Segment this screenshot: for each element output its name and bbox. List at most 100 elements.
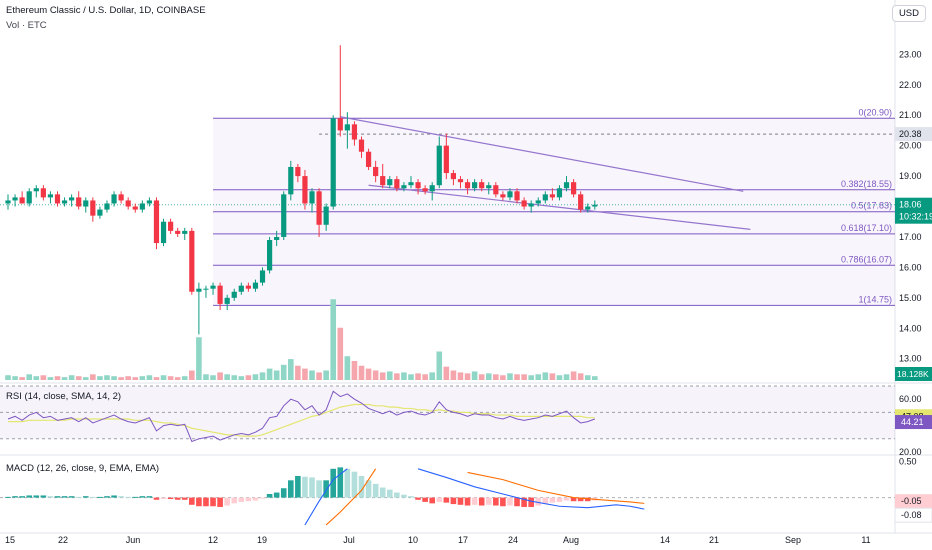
- macd-histogram-bar: [344, 468, 351, 498]
- macd-histogram-bar: [584, 497, 591, 502]
- currency-button[interactable]: USD: [891, 5, 926, 22]
- candle-body: [26, 191, 32, 204]
- candle-body: [245, 285, 251, 289]
- time-tick-label: 14: [660, 535, 670, 545]
- macd-histogram-bar: [358, 476, 365, 498]
- volume-bar: [47, 377, 54, 380]
- macd-histogram-bar: [386, 489, 393, 498]
- macd-histogram-bar: [528, 497, 534, 507]
- candle-body: [387, 179, 393, 186]
- macd-badge: [895, 494, 932, 509]
- macd-histogram-bar: [436, 497, 443, 502]
- macd-histogram-bar: [464, 497, 471, 506]
- time-tick-label: 17: [458, 535, 468, 545]
- candle-body: [394, 179, 400, 189]
- candle-body: [5, 200, 11, 204]
- volume-bar: [344, 356, 351, 380]
- volume-bar: [40, 375, 47, 380]
- candle-body: [125, 200, 131, 207]
- candle-body: [111, 194, 117, 204]
- volume-bar: [273, 370, 280, 380]
- volume-bar: [386, 371, 393, 380]
- volume-bar: [5, 375, 11, 380]
- macd-histogram-bar: [330, 468, 337, 498]
- fib-level-label: 0(20.90): [858, 107, 892, 117]
- last-price-value: 18.06: [899, 200, 922, 210]
- macd-histogram-bar: [238, 497, 245, 502]
- volume-bar: [563, 374, 570, 380]
- macd-histogram-bar: [457, 497, 464, 505]
- macd-histogram-bar: [379, 487, 386, 498]
- macd-histogram-bar: [323, 480, 329, 498]
- candle-body: [535, 200, 541, 204]
- macd-histogram-bar: [266, 494, 273, 498]
- volume-bar: [507, 373, 513, 380]
- candle-body: [146, 200, 152, 204]
- macd-histogram-bar: [365, 480, 372, 498]
- macd-histogram-bar: [75, 496, 82, 498]
- macd-histogram-bar: [97, 496, 103, 498]
- price-tick-label: 15.00: [899, 293, 922, 303]
- rsi-ma-line: [8, 403, 595, 437]
- symbol-title[interactable]: Ethereum Classic / U.S. Dollar, 1D, COIN…: [6, 5, 206, 16]
- volume-badge: [895, 367, 932, 381]
- candle-body: [61, 200, 68, 204]
- volume-bar: [535, 374, 542, 380]
- candle-body: [436, 145, 442, 186]
- volume-bar: [493, 374, 499, 380]
- time-tick-label: Jun: [126, 535, 141, 545]
- volume-bar: [372, 370, 379, 380]
- macd-histogram-bar: [68, 496, 75, 498]
- macd-histogram-bar: [104, 496, 110, 498]
- candle-body: [281, 194, 287, 237]
- candle-body: [33, 188, 39, 192]
- candle-body: [252, 282, 259, 289]
- candle-body: [408, 182, 414, 186]
- time-tick-label: Jul: [343, 535, 355, 545]
- candle-body: [189, 230, 195, 292]
- candle-body: [12, 197, 18, 201]
- macd-histogram-bar: [394, 492, 400, 498]
- fib-level-label: 1(14.75): [858, 294, 892, 304]
- macd-histogram-bar: [245, 497, 252, 502]
- candle-body: [443, 145, 449, 174]
- volume-bar: [309, 370, 315, 380]
- volume-bar: [97, 376, 103, 380]
- candle-body: [76, 197, 82, 207]
- signal-line: [325, 468, 377, 526]
- volume-bar: [521, 374, 527, 380]
- candle-body: [507, 191, 513, 198]
- volume-bar: [231, 375, 238, 380]
- macd-histogram-bar: [295, 476, 301, 498]
- candle-body: [330, 118, 336, 207]
- volume-bar: [302, 368, 308, 380]
- candle-body: [153, 200, 160, 244]
- candle-body: [556, 188, 563, 198]
- macd-histogram-bar: [288, 480, 294, 498]
- candle-body: [104, 203, 110, 210]
- candle-body: [54, 194, 61, 204]
- macd-histogram-bar: [252, 497, 259, 501]
- time-tick-label: 10: [408, 535, 418, 545]
- macd-histogram-bar: [167, 497, 174, 500]
- macd-histogram-bar: [570, 497, 577, 502]
- candle-body: [450, 173, 457, 180]
- candle-body: [415, 182, 421, 189]
- macd-histogram-bar: [217, 497, 223, 507]
- rsi-pane-label[interactable]: RSI (14, close, SMA, 14, 2): [6, 391, 122, 402]
- macd-pane-label[interactable]: MACD (12, 26, close, 9, EMA, EMA): [6, 463, 160, 474]
- candle-body: [90, 200, 96, 216]
- macd-value: -0.05: [901, 496, 922, 506]
- candle-body: [344, 124, 350, 131]
- dashed-level-badge: [895, 127, 932, 142]
- macd-histogram-bar: [90, 496, 96, 498]
- signal-line: [467, 471, 645, 504]
- candle-body: [224, 297, 230, 304]
- volume-bar: [118, 377, 124, 380]
- volume-bar: [203, 374, 209, 380]
- volume-bar: [90, 374, 96, 380]
- macd-histogram-bar: [549, 497, 556, 503]
- volume-bar: [478, 374, 485, 380]
- volume-bar: [365, 368, 372, 380]
